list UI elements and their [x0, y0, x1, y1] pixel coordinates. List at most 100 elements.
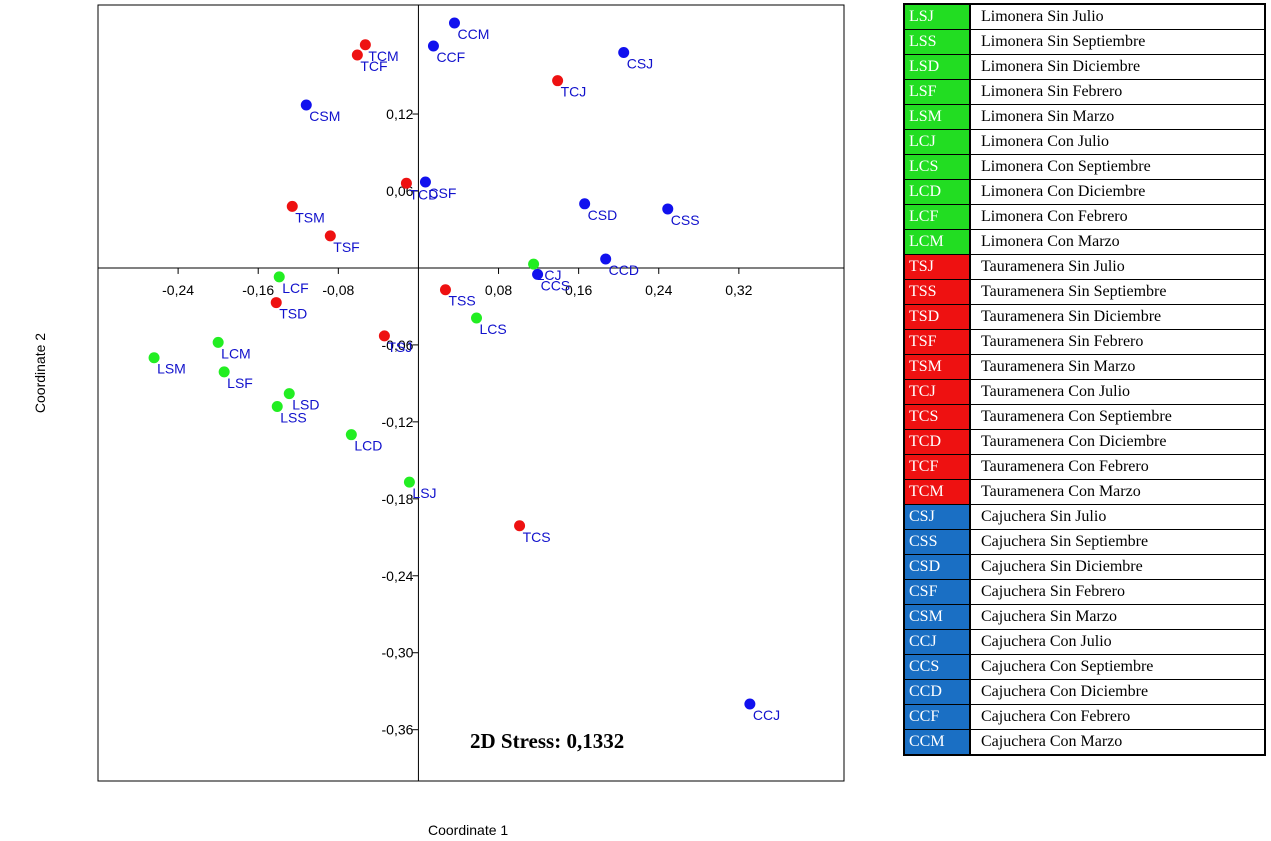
legend-code: CCS [904, 654, 971, 680]
legend-row: TCJ Tauramenera Con Julio [904, 379, 1265, 405]
legend-description: Limonera Sin Febrero [970, 79, 1265, 105]
point-tsm [286, 200, 298, 212]
point-label: CSM [309, 108, 340, 124]
point-label: CCM [457, 26, 489, 42]
point-lcf [273, 271, 285, 283]
plot-frame [97, 4, 845, 782]
legend-code: CCF [904, 704, 971, 730]
legend-code: TCS [904, 404, 971, 430]
legend-description: Tauramenera Con Septiembre [970, 404, 1265, 430]
legend-description: Cajuchera Sin Febrero [970, 579, 1265, 605]
legend-description: Limonera Con Septiembre [970, 154, 1265, 180]
nmds-scatter-plot: -0,24 -0,16 -0,08 0,08 0,16 0,24 0,320,120,06-… [97, 4, 845, 782]
legend-description: Limonera Con Diciembre [970, 179, 1265, 205]
legend-description: Tauramenera Sin Febrero [970, 329, 1265, 355]
legend-code: TCJ [904, 379, 971, 405]
point-label: LSS [280, 409, 306, 425]
legend-row: LSS Limonera Sin Septiembre [904, 29, 1265, 55]
point-lcm [212, 336, 224, 348]
point-ccj [744, 698, 756, 710]
legend-row: CSF Cajuchera Sin Febrero [904, 579, 1265, 605]
legend-code: TCM [904, 479, 971, 505]
legend-code: CSM [904, 604, 971, 630]
legend-description: Limonera Sin Septiembre [970, 29, 1265, 55]
legend-code: CCD [904, 679, 971, 705]
legend-row: CCD Cajuchera Con Diciembre [904, 679, 1265, 705]
legend-row: CCM Cajuchera Con Marzo [904, 729, 1265, 756]
legend-row: LCM Limonera Con Marzo [904, 229, 1265, 255]
legend-row: TCS Tauramenera Con Septiembre [904, 404, 1265, 430]
x-tick-label: -0,08 [322, 282, 354, 298]
legend-row: TSS Tauramenera Sin Septiembre [904, 279, 1265, 305]
point-lsd [283, 388, 295, 400]
point-label: LCS [480, 321, 507, 337]
legend-code: TSM [904, 354, 971, 380]
legend-row: CSM Cajuchera Sin Marzo [904, 604, 1265, 630]
legend-row: LCJ Limonera Con Julio [904, 129, 1265, 155]
legend-row: CSD Cajuchera Sin Diciembre [904, 554, 1265, 580]
y-axis-title: Coordinate 2 [32, 332, 48, 414]
legend-row: LCD Limonera Con Diciembre [904, 179, 1265, 205]
point-tcm [359, 39, 371, 51]
legend-code: CSF [904, 579, 971, 605]
point-csm [300, 99, 312, 111]
point-label: TCD [409, 186, 438, 202]
point-tcf [351, 49, 363, 61]
point-label: TSM [295, 209, 325, 225]
point-lcs [471, 312, 483, 324]
point-label: CSJ [627, 55, 653, 71]
point-label: TCF [360, 58, 387, 74]
point-ccs [532, 268, 544, 280]
x-tick-label: -0,16 [242, 282, 274, 298]
point-ccf [427, 40, 439, 52]
point-label: LSD [292, 397, 319, 413]
legend-description: Cajuchera Sin Julio [970, 504, 1265, 530]
y-tick-label: -0,12 [382, 414, 414, 430]
point-csf [419, 176, 431, 188]
point-label: CCD [609, 262, 639, 278]
legend-code: LCD [904, 179, 971, 205]
legend-description: Limonera Con Febrero [970, 204, 1265, 230]
legend-row: LCS Limonera Con Septiembre [904, 154, 1265, 180]
legend-row: CCF Cajuchera Con Febrero [904, 704, 1265, 730]
legend-code: TCD [904, 429, 971, 455]
legend-description: Limonera Sin Diciembre [970, 54, 1265, 80]
legend-row: TSM Tauramenera Sin Marzo [904, 354, 1265, 380]
point-lsm [148, 352, 160, 364]
legend-code: CCM [904, 729, 971, 756]
stress-annotation: 2D Stress: 0,1332 [470, 729, 624, 753]
x-tick-label: 0,08 [485, 282, 512, 298]
legend-description: Limonera Sin Marzo [970, 104, 1265, 130]
legend-row: TSF Tauramenera Sin Febrero [904, 329, 1265, 355]
legend-code: LSS [904, 29, 971, 55]
point-tcj [552, 75, 564, 87]
legend-description: Cajuchera Sin Diciembre [970, 554, 1265, 580]
point-lsj [403, 476, 415, 488]
legend-description: Tauramenera Con Diciembre [970, 429, 1265, 455]
point-lss [271, 400, 283, 412]
legend-description: Tauramenera Sin Marzo [970, 354, 1265, 380]
legend-code: LSM [904, 104, 971, 130]
legend-code: LSD [904, 54, 971, 80]
legend-description: Cajuchera Con Septiembre [970, 654, 1265, 680]
y-tick-label: -0,24 [382, 568, 414, 584]
point-css [662, 203, 674, 215]
point-ccd [600, 253, 612, 265]
point-label: LCF [282, 280, 308, 296]
point-label: TSS [448, 293, 475, 309]
legend-code: LSJ [904, 4, 971, 30]
point-csj [618, 46, 630, 58]
legend-description: Tauramenera Sin Septiembre [970, 279, 1265, 305]
y-tick-label: -0,18 [382, 491, 414, 507]
point-label: CCS [541, 277, 571, 293]
legend-code: TSD [904, 304, 971, 330]
y-tick-label: -0,06 [382, 337, 414, 353]
legend-description: Cajuchera Sin Marzo [970, 604, 1265, 630]
point-label: TSD [279, 306, 307, 322]
legend-code: LCF [904, 204, 971, 230]
legend-description: Cajuchera Con Diciembre [970, 679, 1265, 705]
x-axis-title: Coordinate 1 [428, 822, 509, 838]
legend-code: TSS [904, 279, 971, 305]
point-label: TSF [333, 239, 359, 255]
point-label: TCS [523, 529, 551, 545]
